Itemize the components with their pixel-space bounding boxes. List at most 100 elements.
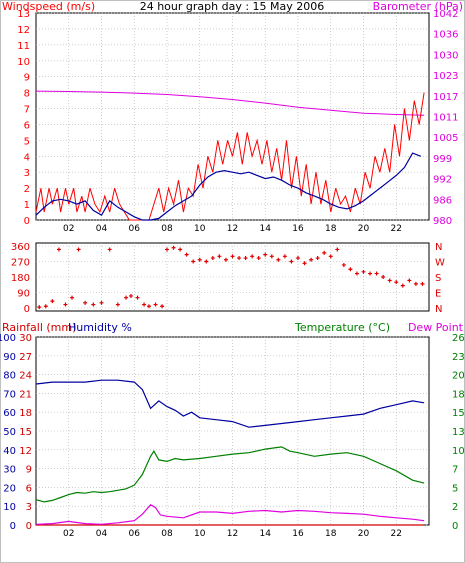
- barometer-tick-label: 999: [433, 154, 452, 165]
- temperature-tick-label: 10: [452, 446, 465, 457]
- wind-direction-point: [128, 293, 133, 298]
- humidity-tick-label: 40: [3, 446, 16, 457]
- temperature-ticks: 0 2 5 7 10 13 15 18 20 23 26: [452, 333, 465, 532]
- rainfall-tick-label: 18: [19, 408, 32, 419]
- wind-direction-point: [282, 254, 287, 259]
- windspeed-tick-label: 12: [17, 25, 30, 36]
- x-tick-label: 12: [227, 224, 238, 234]
- wind-direction-point: [204, 259, 209, 264]
- windspeed-average-line: [35, 152, 422, 221]
- wind-direction-point: [335, 247, 340, 252]
- humidity-tick-label: 20: [3, 483, 16, 494]
- direction-points: [37, 245, 425, 310]
- wind-direction-point: [263, 252, 268, 257]
- x-tick-label: 12: [227, 529, 238, 539]
- wind-direction-point: [210, 256, 215, 261]
- wind-x-ticks: 02 04 06 08 10 12 14 16 18 20 22: [63, 224, 402, 234]
- wind-direction-point: [400, 283, 405, 288]
- x-tick-label: 06: [129, 529, 141, 539]
- wind-direction-point: [256, 256, 261, 261]
- direction-compass-label: W: [435, 258, 445, 269]
- wind-direction-point: [115, 302, 120, 307]
- wind-direction-point: [322, 250, 327, 255]
- temp-plot-grid: [36, 336, 429, 526]
- wind-direction-point: [381, 275, 386, 279]
- rainfall-tick-label: 30: [19, 333, 32, 344]
- wind-direction-point: [142, 302, 147, 307]
- rainfall-tick-label: 15: [19, 427, 32, 438]
- wind-direction-point: [43, 304, 48, 309]
- x-tick-label: 22: [391, 224, 402, 234]
- wind-direction-point: [302, 261, 307, 266]
- temperature-tick-label: 7: [452, 465, 458, 476]
- wind-direction-point: [368, 271, 373, 276]
- wind-plot-area: [35, 12, 430, 221]
- temperature-tick-label: 15: [452, 408, 465, 419]
- direction-compass-label: E: [435, 289, 441, 300]
- wind-direction-point: [387, 278, 392, 283]
- wind-direction-point: [289, 259, 294, 264]
- windspeed-tick-label: 5: [24, 136, 30, 147]
- barometer-tick-label: 1023: [433, 71, 458, 82]
- wind-direction-point: [230, 254, 235, 259]
- direction-compass-label: N: [435, 304, 442, 315]
- wind-direction-point: [56, 247, 61, 252]
- direction-degree-label: 0: [24, 304, 30, 315]
- x-tick-label: 14: [260, 224, 272, 234]
- rainfall-tick-label: 24: [19, 371, 32, 382]
- wind-direction-point: [37, 305, 42, 310]
- barometer-axis-label: Barometer (hPa): [373, 0, 463, 13]
- wind-direction-point: [50, 299, 55, 304]
- rainfall-tick-label: 21: [19, 389, 32, 400]
- x-tick-label: 16: [292, 224, 304, 234]
- windspeed-tick-label: 2: [24, 184, 30, 195]
- x-tick-label: 16: [292, 529, 304, 539]
- dewpoint-line: [35, 504, 425, 525]
- wind-direction-point: [243, 256, 248, 261]
- direction-grid: [36, 243, 429, 311]
- direction-degree-label: 270: [11, 258, 30, 269]
- temperature-line: [35, 446, 425, 503]
- x-tick-label: 02: [63, 529, 74, 539]
- windspeed-tick-label: 0: [24, 216, 30, 227]
- x-tick-label: 20: [358, 529, 370, 539]
- wind-direction-point: [165, 247, 169, 252]
- chart-title: 24 hour graph day : 15 May 2006: [140, 0, 325, 13]
- x-tick-label: 10: [194, 529, 206, 539]
- wind-direction-point: [413, 281, 418, 286]
- x-tick-label: 18: [325, 224, 337, 234]
- humidity-tick-label: 60: [3, 408, 16, 419]
- temperature-tick-label: 5: [452, 483, 458, 494]
- barometer-tick-label: 980: [433, 216, 452, 227]
- direction-degree-label: 90: [17, 289, 30, 300]
- windspeed-tick-label: 11: [17, 41, 30, 52]
- windspeed-axis-label: Windspeed (m/s): [2, 0, 95, 13]
- wind-direction-point: [124, 295, 129, 300]
- temperature-tick-label: 2: [452, 502, 458, 513]
- x-tick-label: 18: [325, 529, 337, 539]
- wind-direction-point: [99, 300, 104, 305]
- windspeed-tick-label: 3: [24, 168, 30, 179]
- wind-direction-point: [328, 254, 333, 259]
- wind-direction-point: [70, 295, 75, 300]
- direction-compass-label: S: [435, 273, 441, 284]
- barometer-axis-ticks: 980 986 992 999 1005 1011 1017 1023 1030 1036 1042: [433, 9, 458, 227]
- barometer-tick-label: 1030: [433, 50, 458, 61]
- direction-degree-label: 180: [11, 273, 30, 284]
- wind-direction-point: [63, 302, 68, 307]
- windspeed-tick-label: 9: [24, 73, 30, 84]
- wind-direction-point: [296, 256, 300, 261]
- humidity-tick-label: 0: [10, 521, 16, 532]
- windspeed-tick-label: 13: [17, 9, 30, 20]
- wind-direction-point: [83, 300, 88, 305]
- wind-plot-grid: [36, 12, 429, 221]
- wind-direction-point: [374, 271, 379, 276]
- wind-direction-point: [250, 254, 255, 259]
- wind-direction-point: [315, 256, 320, 261]
- wind-direction-point: [191, 259, 196, 264]
- temperature-tick-label: 13: [452, 427, 465, 438]
- wind-direction-point: [394, 280, 399, 285]
